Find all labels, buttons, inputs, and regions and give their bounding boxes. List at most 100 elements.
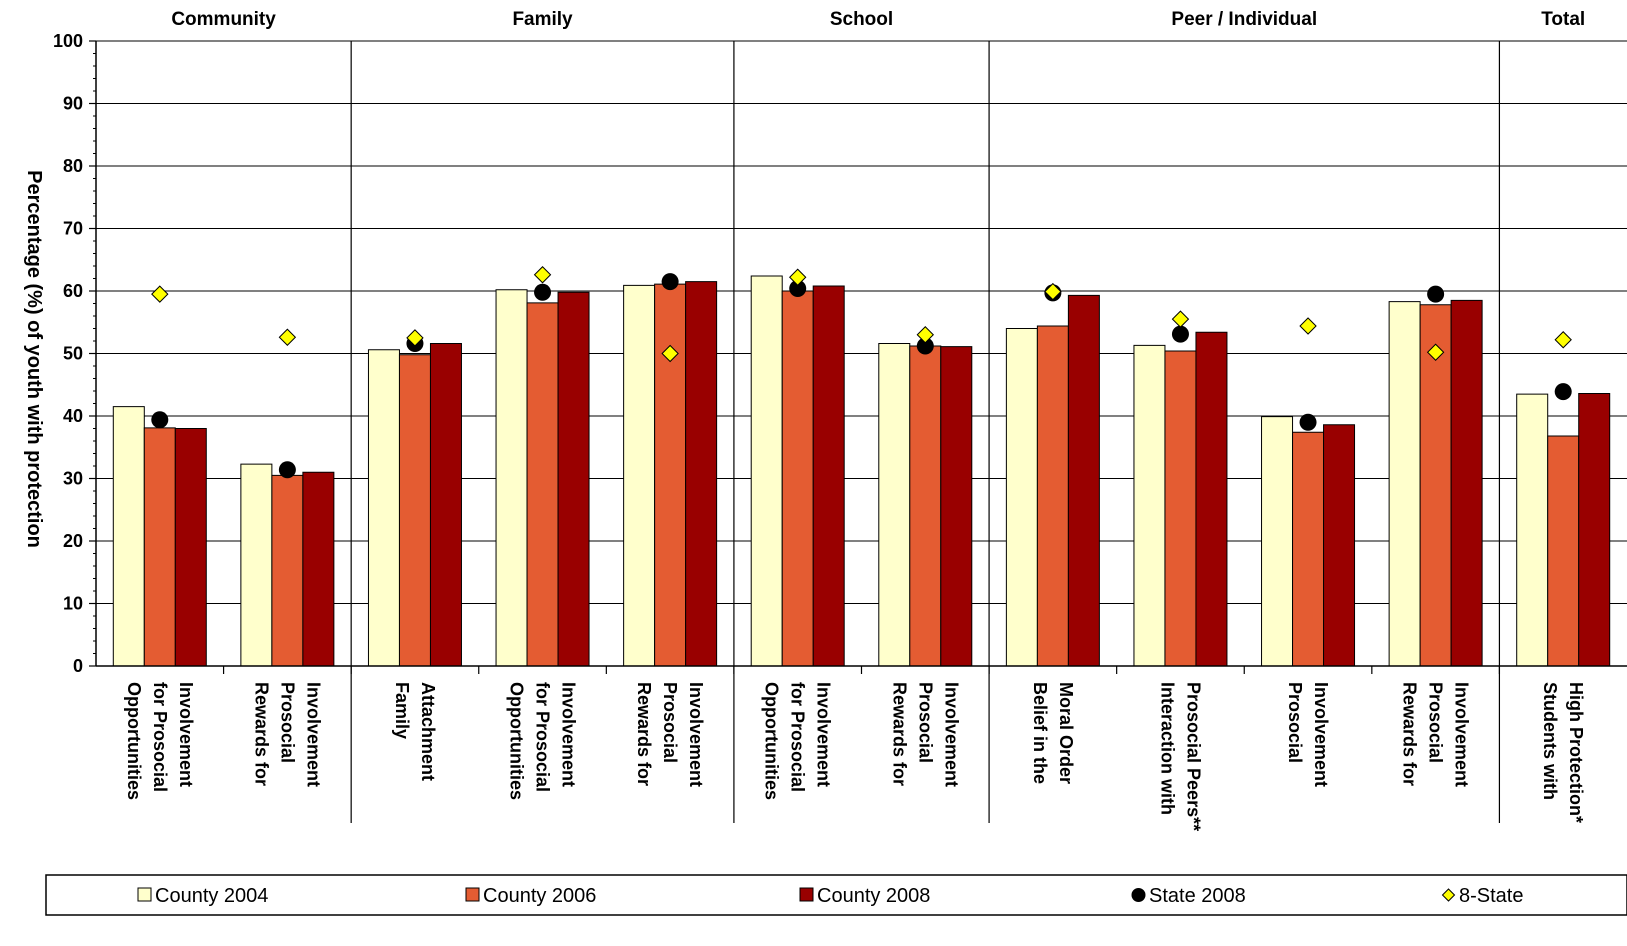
bar-county-2004 [1133, 344, 1166, 667]
category-label: Prosocial Involvement [1285, 682, 1331, 787]
category-label: Students with High Protection* [1540, 682, 1586, 823]
y-tick-label-100: 100 [53, 31, 83, 51]
marker-state-2008 [278, 461, 296, 479]
marker-8-state [661, 344, 679, 363]
category-label-line: Prosocial Peers** [1183, 682, 1203, 831]
y-tick-label-90: 90 [63, 94, 83, 114]
category-label-line: Prosocial [660, 682, 680, 763]
legend-swatch-county-2008 [799, 887, 814, 902]
bar-county-2006 [781, 290, 814, 667]
category-label-line: Involvement [303, 682, 323, 787]
legend-label-county-2004: County 2004 [155, 885, 268, 907]
bar-county-2006 [909, 345, 942, 667]
marker-8-state [1044, 282, 1062, 301]
category-label: Opportunities for Prosocial Involvement [124, 682, 196, 800]
y-axis-title: Percentage (%) of youth with protection [23, 170, 45, 548]
bar-county-2008 [174, 428, 207, 667]
bar-county-2004 [240, 463, 273, 667]
group-header: Peer / Individual [1171, 9, 1317, 30]
axes: 0 10 20 30 40 50 60 70 80 90 100 [53, 31, 1627, 676]
category-label-line: Rewards for [889, 682, 909, 786]
bars [112, 275, 1611, 667]
legend-swatch-8-state [1441, 888, 1456, 902]
category-label: Belief in the Moral Order [1030, 682, 1076, 784]
legend-swatch-state-2008 [1131, 888, 1146, 902]
bar-county-2008 [429, 343, 462, 667]
bar-county-2006 [526, 302, 559, 667]
y-tick-label-50: 50 [63, 344, 83, 364]
legend-label-county-2006: County 2006 [483, 885, 596, 907]
marker-8-state [916, 326, 934, 344]
category-label-line: Opportunities [507, 682, 527, 800]
bar-county-2006 [1164, 350, 1197, 667]
legend-label-8-state: 8-State [1459, 885, 1523, 907]
bar-county-2004 [1388, 301, 1421, 667]
marker-8-state [1554, 331, 1572, 349]
category-label-line: Rewards for [251, 682, 271, 786]
category-label-line: Involvement [559, 682, 579, 787]
category-label: Rewards for Prosocial Involvement [634, 682, 706, 787]
bar-county-2004 [750, 275, 783, 667]
marker-8-state [789, 268, 807, 286]
category-label-line: Prosocial [915, 682, 935, 763]
category-label-line: Involvement [686, 682, 706, 787]
marker-state-2008 [1554, 383, 1572, 401]
bar-county-2004 [1516, 393, 1549, 667]
category-label: Interaction with Prosocial Peers** [1157, 682, 1203, 831]
group-header: School [830, 9, 893, 30]
legend-label-county-2008: County 2008 [817, 885, 930, 907]
group-header: Community [171, 9, 276, 30]
marker-state-2008 [1427, 285, 1445, 303]
bar-county-2004 [623, 284, 656, 667]
marker-state-2008 [1171, 325, 1189, 343]
bar-county-2008 [812, 285, 845, 667]
markers [151, 266, 1572, 479]
category-label-line: Prosocial [1285, 682, 1305, 763]
marker-state-2008 [916, 337, 934, 355]
bar-county-2008 [685, 281, 718, 667]
bar-county-2008 [302, 471, 335, 667]
bar-county-2006 [271, 474, 304, 667]
bar-county-2008 [1067, 294, 1100, 667]
legend-swatch-county-2004 [137, 887, 152, 902]
marker-8-state [1171, 310, 1190, 328]
marker-state-2008 [1299, 413, 1317, 431]
bar-county-2004 [1005, 328, 1038, 667]
y-tick-label-40: 40 [63, 406, 83, 426]
bar-county-2006 [1292, 431, 1325, 667]
category-label-line: Family [392, 682, 412, 739]
category-label-line: Interaction with [1157, 682, 1177, 815]
y-tick-label-20: 20 [63, 531, 83, 551]
marker-8-state [406, 329, 424, 347]
y-tick-label-60: 60 [63, 281, 83, 301]
category-label-line: Involvement [1452, 682, 1472, 787]
category-label-line: for Prosocial [150, 682, 170, 792]
category-label-line: Prosocial [277, 682, 297, 763]
category-label: Family Attachment [392, 682, 438, 781]
bar-county-2004 [112, 406, 145, 667]
y-tick-label-80: 80 [63, 156, 83, 176]
bar-county-2004 [367, 349, 400, 667]
category-label-line: Rewards for [634, 682, 654, 786]
marker-8-state [1426, 343, 1445, 361]
marker-state-2008 [789, 280, 807, 297]
category-label: Rewards for Prosocial Involvement [889, 682, 961, 787]
category-label-line: Belief in the [1030, 682, 1050, 784]
category-label-line: Students with [1540, 682, 1560, 800]
legend-box [45, 874, 1627, 916]
bar-county-2004 [878, 343, 911, 667]
legend-swatch-county-2006 [465, 887, 480, 902]
bar-county-2008 [1195, 331, 1228, 667]
legend: County 2004 County 2006 County 2008 State 2… [45, 874, 1627, 916]
category-label-line: Involvement [941, 682, 961, 787]
category-label-line: Rewards for [1400, 682, 1420, 786]
category-label: Rewards for Prosocial Involvement [1400, 682, 1472, 787]
bar-county-2006 [398, 354, 431, 667]
marker-state-2008 [151, 411, 169, 429]
bar-county-2006 [1419, 304, 1452, 667]
group-header: Family [512, 9, 573, 30]
bar-county-2008 [557, 291, 590, 667]
category-label-line: Opportunities [124, 682, 144, 800]
marker-8-state [278, 328, 297, 346]
